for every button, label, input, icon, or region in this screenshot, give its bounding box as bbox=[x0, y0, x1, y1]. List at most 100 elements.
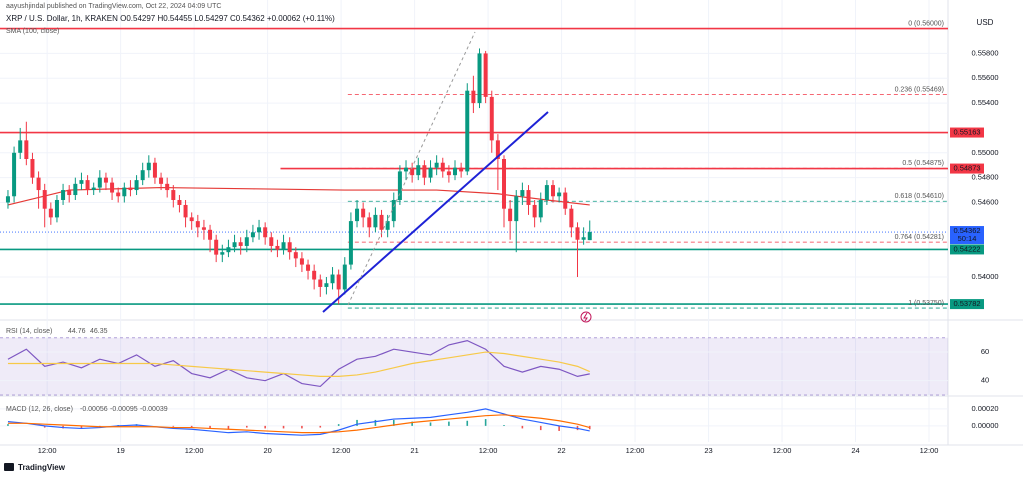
x-tick-label: 12:00 bbox=[479, 446, 498, 455]
level-tag-label: 0.53782 bbox=[953, 299, 980, 308]
candle-body bbox=[159, 177, 164, 184]
plot-layer bbox=[0, 0, 948, 442]
candle-body bbox=[257, 227, 262, 233]
pane-value: -0.00095 bbox=[110, 406, 138, 413]
last-price-label: 0.54362 bbox=[953, 226, 980, 235]
candle-body bbox=[404, 167, 409, 172]
candle-body bbox=[85, 180, 90, 191]
macd-hist bbox=[264, 425, 266, 429]
candle-body bbox=[134, 180, 139, 191]
candle-body bbox=[416, 165, 421, 176]
candle-body bbox=[110, 182, 115, 193]
macd-hist bbox=[209, 425, 211, 429]
pane-value: -0.00056 bbox=[80, 406, 108, 413]
candle-body bbox=[201, 227, 206, 230]
x-tick-label: 21 bbox=[410, 446, 418, 455]
x-tick-label: 24 bbox=[851, 446, 859, 455]
candle-body bbox=[208, 229, 213, 240]
candle-body bbox=[471, 90, 476, 104]
candle-body bbox=[495, 140, 500, 159]
candle-body bbox=[244, 237, 249, 246]
pane-value: -0.00039 bbox=[140, 406, 168, 413]
macd-hist bbox=[558, 425, 560, 431]
candle-body bbox=[183, 204, 188, 218]
macd-hist bbox=[521, 425, 524, 429]
macd-hist bbox=[484, 419, 487, 426]
candle-body bbox=[330, 274, 335, 284]
macd-hist bbox=[43, 425, 46, 428]
x-tick-label: 12:00 bbox=[38, 446, 57, 455]
sma-label: SMA (100, close) bbox=[6, 28, 59, 35]
y-tick-label: 0.00000 bbox=[971, 421, 998, 430]
candle-body bbox=[483, 53, 488, 97]
fib-label: 1 (0.53750) bbox=[908, 300, 944, 307]
macd-hist bbox=[227, 425, 230, 430]
candle-body bbox=[281, 242, 286, 250]
candle-body bbox=[336, 274, 341, 290]
x-tick-label: 12:00 bbox=[185, 446, 204, 455]
y-tick-label: 0.55400 bbox=[971, 98, 998, 107]
candle-body bbox=[342, 264, 347, 290]
candle-body bbox=[532, 204, 537, 218]
candle-body bbox=[489, 96, 494, 141]
event-bolt bbox=[583, 312, 588, 322]
candle-body bbox=[355, 208, 360, 222]
currency: USD bbox=[977, 18, 994, 27]
candle-body bbox=[97, 177, 102, 188]
macd-hist bbox=[411, 421, 413, 426]
y-tick-label: 0.00020 bbox=[971, 404, 998, 413]
candle-body bbox=[306, 264, 311, 271]
x-tick-label: 23 bbox=[704, 446, 712, 455]
candle-body bbox=[379, 214, 384, 230]
macd-hist bbox=[190, 425, 193, 428]
candle-body bbox=[361, 208, 366, 218]
candle-body bbox=[385, 221, 390, 230]
x-tick-label: 22 bbox=[557, 446, 565, 455]
candle-body bbox=[30, 159, 35, 178]
candle-body bbox=[171, 190, 176, 200]
event-icon[interactable] bbox=[580, 311, 592, 323]
candle-body bbox=[459, 167, 464, 172]
candle-body bbox=[36, 177, 41, 191]
candle-body bbox=[446, 171, 451, 176]
candle-body bbox=[73, 183, 78, 196]
candle-body bbox=[18, 140, 23, 153]
fib-label: 0 (0.56000) bbox=[908, 20, 944, 27]
candle-body bbox=[146, 162, 151, 171]
candle-body bbox=[24, 140, 29, 159]
candle-body bbox=[128, 187, 133, 191]
macd-hist bbox=[374, 419, 377, 426]
candle-body bbox=[140, 170, 145, 181]
candle-body bbox=[189, 217, 194, 222]
candle-body bbox=[165, 183, 170, 191]
x-tick-label: 20 bbox=[263, 446, 271, 455]
candle-body bbox=[440, 162, 445, 172]
candle-body bbox=[152, 162, 157, 178]
candle-body bbox=[544, 185, 549, 200]
candle-body bbox=[250, 232, 255, 238]
candle-body bbox=[232, 242, 237, 248]
fib-label: 0.236 (0.55469) bbox=[895, 86, 944, 93]
candle-body bbox=[434, 162, 439, 168]
candle-body bbox=[79, 180, 84, 184]
candle-body bbox=[520, 190, 525, 197]
x-tick-label: 12:00 bbox=[626, 446, 645, 455]
macd-hist bbox=[392, 419, 395, 426]
candle-body bbox=[263, 227, 268, 238]
macd-hist bbox=[337, 424, 340, 426]
x-tick-label: 12:00 bbox=[773, 446, 792, 455]
candle-body bbox=[477, 53, 482, 104]
candle-body bbox=[220, 252, 225, 255]
candle-body bbox=[12, 152, 17, 197]
candle-body bbox=[238, 242, 243, 246]
candle-body bbox=[453, 167, 458, 176]
macd-hist bbox=[245, 425, 248, 428]
pane-value: 44.76 bbox=[68, 328, 86, 335]
candle-body bbox=[348, 221, 353, 265]
candle-body bbox=[465, 90, 470, 172]
symbol-info: XRP / U.S. Dollar, 1h, KRAKEN O0.54297 H… bbox=[6, 14, 335, 23]
footer: TradingView bbox=[18, 463, 66, 472]
fib-label: 0.618 (0.54610) bbox=[895, 193, 944, 200]
